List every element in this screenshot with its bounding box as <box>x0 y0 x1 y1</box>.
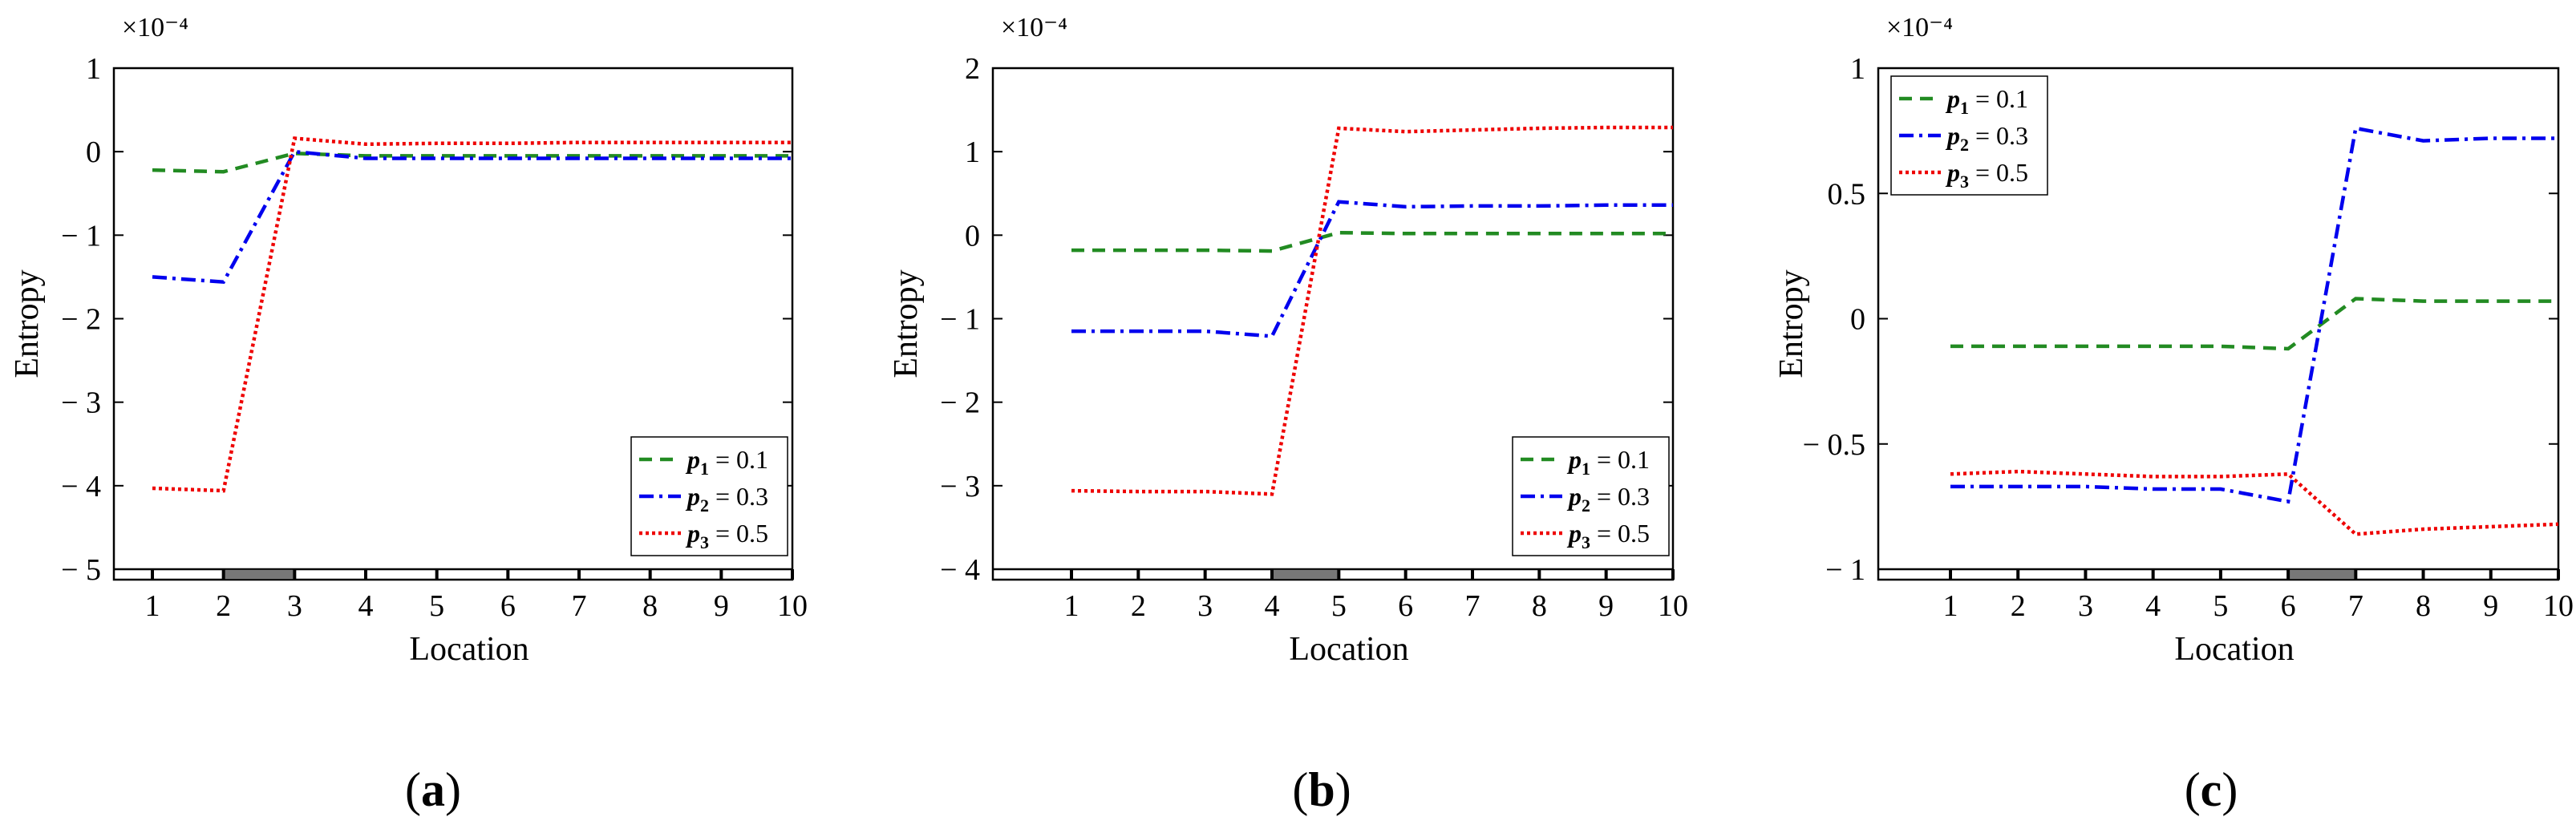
y-tick-label: 1 <box>86 52 101 86</box>
x-tick-label: 1 <box>1943 589 1958 623</box>
y-tick-label: − 4 <box>61 470 101 503</box>
legend: p1 = 0.1p2 = 0.3p3 = 0.5 <box>1890 75 2048 196</box>
x-tick-label: 9 <box>2483 589 2498 623</box>
y-tick-label: − 0.5 <box>1803 428 1865 462</box>
x-tick-label: 8 <box>1532 589 1547 623</box>
y-axis-label: Entropy <box>888 269 925 378</box>
x-tick-label: 7 <box>572 589 587 623</box>
x-tick-label: 10 <box>777 589 808 623</box>
highlight-block <box>2287 568 2357 580</box>
x-tick-label: 2 <box>2011 589 2026 623</box>
x-tick-label: 3 <box>1197 589 1213 623</box>
y-tick-label: − 3 <box>61 386 101 420</box>
series-line <box>152 149 792 285</box>
y-tick-label: − 2 <box>940 386 980 420</box>
legend-entry: p1 = 0.1 <box>685 445 768 479</box>
y-tick-label: 0 <box>1850 303 1865 337</box>
x-tick-label: 1 <box>1064 589 1079 623</box>
x-tick-label: 7 <box>2348 589 2363 623</box>
legend-box <box>1512 436 1670 556</box>
plot-frame <box>112 67 794 581</box>
x-tick-label: 10 <box>1658 589 1688 623</box>
exponent-label: ×10⁻⁴ <box>1886 13 1953 42</box>
x-tick-label: 5 <box>1331 589 1347 623</box>
legend-entry: p1 = 0.1 <box>1945 84 2028 118</box>
x-tick-label: 4 <box>1265 589 1280 623</box>
panel-label: (a) <box>405 763 461 816</box>
y-tick-label: 2 <box>965 52 980 86</box>
x-axis-label: Location <box>1289 631 1408 668</box>
legend-entry: p2 = 0.3 <box>685 482 768 516</box>
series-line <box>1950 297 2558 351</box>
y-tick-label: 0 <box>965 219 980 253</box>
legend-entry: p2 = 0.3 <box>1566 482 1650 516</box>
y-tick-label: 1 <box>1850 52 1865 86</box>
x-tick-label: 3 <box>2078 589 2093 623</box>
y-tick-label: − 1 <box>1825 553 1865 587</box>
exponent-label: ×10⁻⁴ <box>122 13 188 42</box>
legend: p1 = 0.1p2 = 0.3p3 = 0.5 <box>630 436 788 556</box>
x-tick-label: 6 <box>2281 589 2296 623</box>
legend-entry: p3 = 0.5 <box>1566 519 1650 552</box>
legend-entry: p3 = 0.5 <box>685 519 768 552</box>
panel-label: (c) <box>2185 763 2238 816</box>
x-tick-label: 9 <box>1598 589 1614 623</box>
x-tick-label: 4 <box>358 589 374 623</box>
x-tick-label: 9 <box>714 589 729 623</box>
x-tick-label: 8 <box>2416 589 2431 623</box>
x-axis-label: Location <box>409 631 529 668</box>
x-axis-label: Location <box>2174 631 2294 668</box>
legend-box <box>630 436 788 556</box>
y-tick-label: − 1 <box>940 303 980 337</box>
x-tick-label: 1 <box>145 589 160 623</box>
series-line <box>1950 126 2558 504</box>
y-tick-label: 0 <box>86 135 101 169</box>
y-tick-label: − 5 <box>61 553 101 587</box>
highlight-block <box>1271 568 1340 580</box>
legend: p1 = 0.1p2 = 0.3p3 = 0.5 <box>1512 436 1670 556</box>
x-tick-label: 2 <box>1131 589 1146 623</box>
chart-panel: 1 2 3 4 5 6 7 8 9 10 1 0.5 0 − 0.5 − 1 ×10⁻⁴ Location Ent… <box>1773 13 2574 816</box>
y-tick-label: − 1 <box>61 219 101 253</box>
x-tick-label: 7 <box>1465 589 1480 623</box>
x-tick-label: 2 <box>216 589 231 623</box>
panel-label: (b) <box>1292 763 1351 816</box>
x-tick-label: 5 <box>429 589 444 623</box>
series-line <box>152 152 792 174</box>
y-tick-label: − 4 <box>940 553 980 587</box>
plot-frame <box>1877 67 2560 581</box>
exponent-label: ×10⁻⁴ <box>1001 13 1067 42</box>
legend-entry: p3 = 0.5 <box>1945 158 2028 192</box>
x-tick-label: 6 <box>500 589 516 623</box>
x-tick-label: 10 <box>2543 589 2574 623</box>
x-tick-label: 4 <box>2145 589 2161 623</box>
x-tick-label: 3 <box>287 589 302 623</box>
series-line <box>1071 200 1673 338</box>
x-tick-label: 5 <box>2213 589 2228 623</box>
legend-entry: p1 = 0.1 <box>1566 445 1650 479</box>
y-tick-label: 0.5 <box>1828 177 1866 211</box>
y-tick-label: − 2 <box>61 303 101 337</box>
y-tick-label: − 3 <box>940 470 980 503</box>
series-line <box>152 136 792 493</box>
series-line <box>1950 469 2559 536</box>
legend-box <box>1890 75 2048 196</box>
highlight-block <box>222 568 296 580</box>
series-line <box>1071 230 1673 253</box>
y-axis-label: Entropy <box>9 269 46 378</box>
x-tick-label: 8 <box>642 589 658 623</box>
x-tick-label: 6 <box>1398 589 1413 623</box>
legend-entry: p2 = 0.3 <box>1945 121 2028 155</box>
series-line <box>1071 125 1673 496</box>
y-axis-label: Entropy <box>1773 269 1810 378</box>
y-tick-label: 1 <box>965 135 980 169</box>
